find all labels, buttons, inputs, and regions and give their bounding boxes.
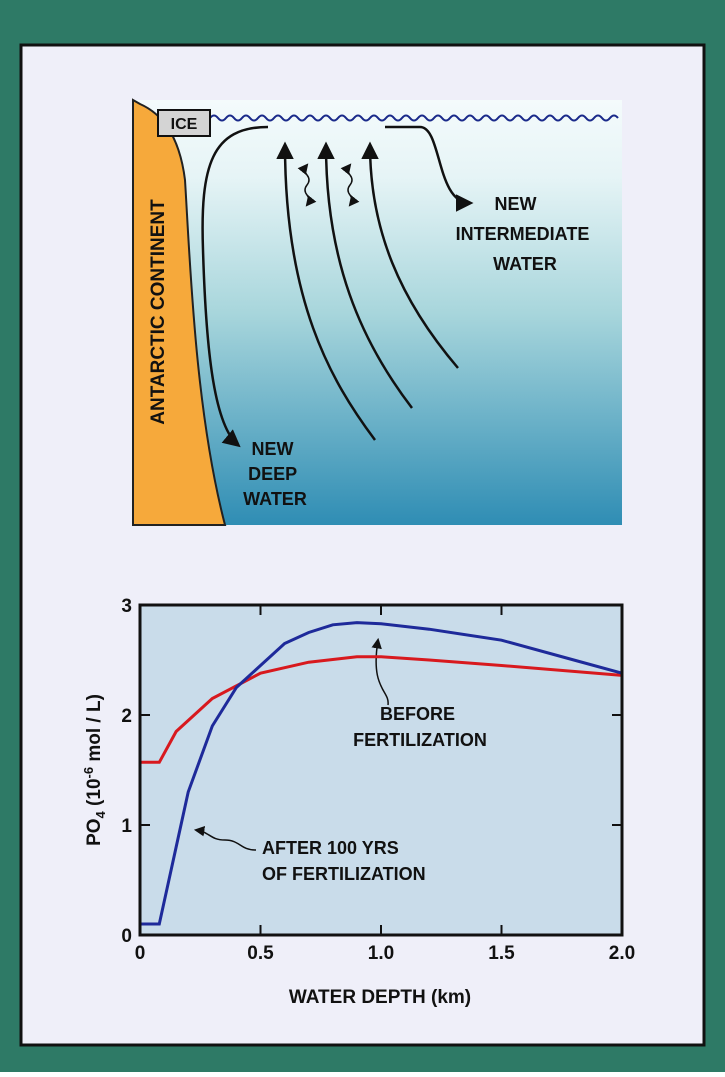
ice-box bbox=[157, 109, 211, 137]
label-line: DEEP bbox=[248, 464, 297, 484]
y-title-part: -6 bbox=[81, 767, 96, 779]
label-line: WATER bbox=[493, 254, 557, 274]
label-line: NEW bbox=[251, 439, 293, 459]
intermediate-water-label: NEW INTERMEDIATE WATER bbox=[456, 194, 595, 274]
y-title-part: 4 bbox=[93, 810, 108, 818]
x-tick-label: 1.0 bbox=[368, 943, 394, 964]
data-line bbox=[140, 621, 623, 926]
y-tick-label: 3 bbox=[121, 596, 132, 617]
y-tick-label: 2 bbox=[121, 706, 132, 727]
ice-label: ICE bbox=[171, 116, 198, 133]
continent-label: ANTARCTIC CONTINENT bbox=[148, 199, 169, 425]
y-title-part: mol / L) bbox=[84, 694, 105, 767]
y-tick-label: 1 bbox=[121, 816, 132, 837]
data-line bbox=[140, 655, 623, 764]
label-line: FERTILIZATION bbox=[353, 730, 487, 750]
label-line: AFTER 100 YRS bbox=[262, 838, 399, 858]
sea-surface bbox=[209, 114, 619, 122]
x-axis-title: WATER DEPTH (km) bbox=[289, 987, 471, 1008]
annotation: BEFORE FERTILIZATION bbox=[353, 704, 487, 750]
label-line: BEFORE bbox=[380, 704, 455, 724]
y-title-part: PO bbox=[84, 818, 105, 845]
label-line: OF FERTILIZATION bbox=[262, 864, 426, 884]
diagram: ICE ANTARCTIC CONTINENT NEW DEEP WATER N… bbox=[132, 98, 622, 526]
label-line: WATER bbox=[243, 489, 307, 509]
chart: WATER DEPTH (km) PO4 (10-6 mol / L) BEFO… bbox=[81, 596, 635, 1008]
annotation-arrows bbox=[193, 637, 389, 851]
annotation: AFTER 100 YRS OF FERTILIZATION bbox=[262, 838, 426, 884]
y-title-part: (10 bbox=[84, 778, 105, 811]
plot-area bbox=[140, 605, 622, 935]
x-tick-label: 2.0 bbox=[609, 943, 635, 964]
y-tick-label: 0 bbox=[121, 926, 132, 947]
label-line: NEW bbox=[494, 194, 536, 214]
x-tick-label: 0.5 bbox=[247, 943, 274, 964]
label-line: INTERMEDIATE bbox=[456, 224, 590, 244]
ocean bbox=[133, 100, 622, 525]
x-tick-label: 1.5 bbox=[488, 943, 515, 964]
deep-water-label: NEW DEEP WATER bbox=[243, 439, 307, 509]
y-axis-title: PO4 (10-6 mol / L) bbox=[81, 694, 108, 846]
x-tick-label: 0 bbox=[135, 943, 146, 964]
flow-arrows bbox=[201, 125, 474, 448]
